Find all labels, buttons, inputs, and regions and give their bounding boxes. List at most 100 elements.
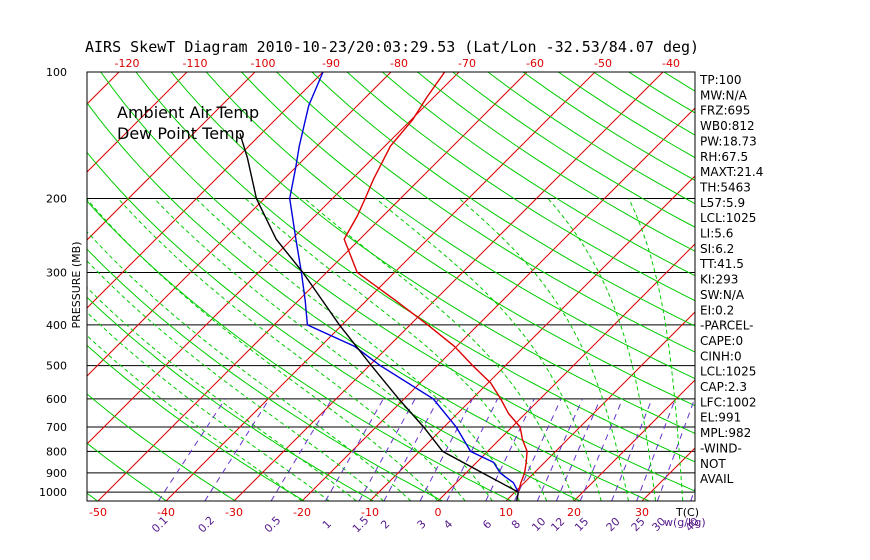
index-label: EL:991 — [700, 411, 741, 425]
pressure-tick-label: 100 — [46, 66, 67, 79]
moist-adiabat-line — [87, 311, 330, 501]
mixing-ratio-line — [446, 398, 498, 501]
dry-adiabat-line — [100, 72, 695, 492]
top-temp-tick-label: -80 — [390, 57, 408, 70]
index-label: TP:100 — [699, 73, 742, 87]
isotherm-line — [87, 72, 188, 173]
index-label: FRZ:695 — [700, 104, 750, 118]
mixing-ratio-line — [204, 398, 270, 501]
index-label: CAP:2.3 — [700, 380, 747, 394]
dry-adiabat-line — [0, 72, 29, 501]
dry-adiabat-line — [87, 296, 374, 501]
top-temp-tick-label: -60 — [526, 57, 544, 70]
dry-adiabat-line — [840, 72, 870, 501]
x-unit-label: T(C) — [675, 506, 699, 519]
mixing-ratio-tick-label: 8 — [509, 517, 523, 531]
plot-frame — [86, 71, 696, 502]
index-label: MAXT:21.4 — [700, 165, 763, 179]
dry-adiabat-line — [241, 72, 695, 380]
index-label: TT:41.5 — [699, 257, 744, 271]
mixing-ratio-line — [485, 398, 535, 501]
top-temp-tick-label: -90 — [322, 57, 340, 70]
isotherm-line — [87, 72, 256, 241]
moist-adiabat-line — [245, 198, 548, 501]
mixing-ratio-tick-label: 1 — [320, 517, 334, 531]
dry-adiabat-line — [87, 393, 236, 501]
index-label: CAPE:0 — [700, 334, 743, 348]
mixing-ratio-line — [611, 398, 653, 501]
temp-tick-label: -50 — [89, 506, 107, 519]
dry-adiabat-line — [205, 72, 695, 407]
legend-temperature: Ambient Air Temp — [117, 103, 259, 122]
chart-legend: Ambient Air Temp Dew Point Temp — [117, 103, 259, 143]
top-temp-tick-label: -120 — [115, 57, 140, 70]
pressure-tick-label: 800 — [46, 445, 67, 458]
temp-tick-label: -20 — [293, 506, 311, 519]
index-label: RH:67.5 — [700, 150, 748, 164]
isotherm-line — [778, 72, 870, 501]
dry-adiabat-line — [805, 72, 870, 501]
index-label: SI:6.2 — [700, 242, 734, 256]
index-label: EI:0.2 — [700, 303, 734, 317]
mixing-ratio-line — [514, 398, 562, 501]
index-label: SW:N/A — [700, 288, 745, 302]
legend-dewpoint: Dew Point Temp — [117, 124, 245, 143]
isotherm-line — [369, 175, 695, 501]
temp-tick-label: -10 — [361, 506, 379, 519]
temp-tick-label: 20 — [567, 506, 581, 519]
moist-adiabat-line — [87, 260, 384, 501]
temperature-line — [343, 72, 528, 493]
mixing-ratio-line — [325, 398, 384, 501]
top-temp-tick-label: -70 — [458, 57, 476, 70]
dry-adiabat-line — [346, 72, 695, 302]
index-label: MW:N/A — [700, 88, 748, 102]
mixing-ratio-tick-label: 20 — [604, 515, 623, 534]
index-label: L57:5.9 — [700, 196, 745, 210]
dry-adiabat-line — [311, 72, 695, 327]
moist-adiabat-line — [304, 198, 575, 501]
pressure-tick-label: 1000 — [39, 486, 67, 499]
moist-adiabat-line — [458, 198, 629, 501]
dry-adiabat-line — [135, 72, 695, 463]
temp-tick-label: 30 — [635, 506, 649, 519]
index-label: CINH:0 — [700, 349, 742, 363]
mixing-ratio-line — [358, 398, 416, 501]
dry-adiabat-line — [87, 248, 443, 501]
y-axis-label: PRESSURE (MB) — [70, 242, 83, 329]
pressure-tick-label: 900 — [46, 467, 67, 480]
temp-tick-label: 0 — [435, 506, 442, 519]
index-label: LCL:1025 — [700, 365, 756, 379]
moist-adiabat-line — [87, 198, 439, 501]
mixing-ratio-line — [158, 398, 226, 501]
dry-adiabat-line — [381, 72, 695, 277]
moist-adiabat-line — [87, 286, 357, 501]
dewpoint-line — [288, 72, 519, 493]
mixing-ratio-tick-label: 0.2 — [196, 514, 218, 536]
isotherm-line — [846, 72, 870, 501]
top-temp-tick-label: -40 — [662, 57, 680, 70]
top-temp-tick-label: -110 — [183, 57, 208, 70]
index-label: LI:5.6 — [700, 227, 733, 241]
dry-adiabat-line — [87, 101, 650, 501]
moist-adiabat-line — [375, 198, 602, 501]
moist-adiabat-line — [628, 198, 684, 501]
index-label: LCL:1025 — [700, 211, 756, 225]
index-label: KI:293 — [700, 273, 738, 287]
top-temp-tick-label: -100 — [251, 57, 276, 70]
isotherm-line — [87, 72, 324, 309]
mixing-ratio-line — [270, 398, 333, 501]
moist-adiabat-line — [153, 198, 493, 501]
isotherm-line — [165, 72, 596, 501]
temp-tick-label: -30 — [225, 506, 243, 519]
moist-adiabat-line — [87, 230, 412, 501]
pressure-tick-label: 700 — [46, 421, 67, 434]
pressure-tick-label: 400 — [46, 319, 67, 332]
mixing-ratio-line — [555, 398, 601, 501]
mixing-ratio-line — [579, 398, 623, 501]
moist-adiabat-line — [117, 198, 466, 501]
dry-adiabat-line — [87, 344, 305, 501]
pressure-tick-label: 300 — [46, 266, 67, 279]
mixing-ratio-tick-label: 2 — [378, 517, 392, 531]
